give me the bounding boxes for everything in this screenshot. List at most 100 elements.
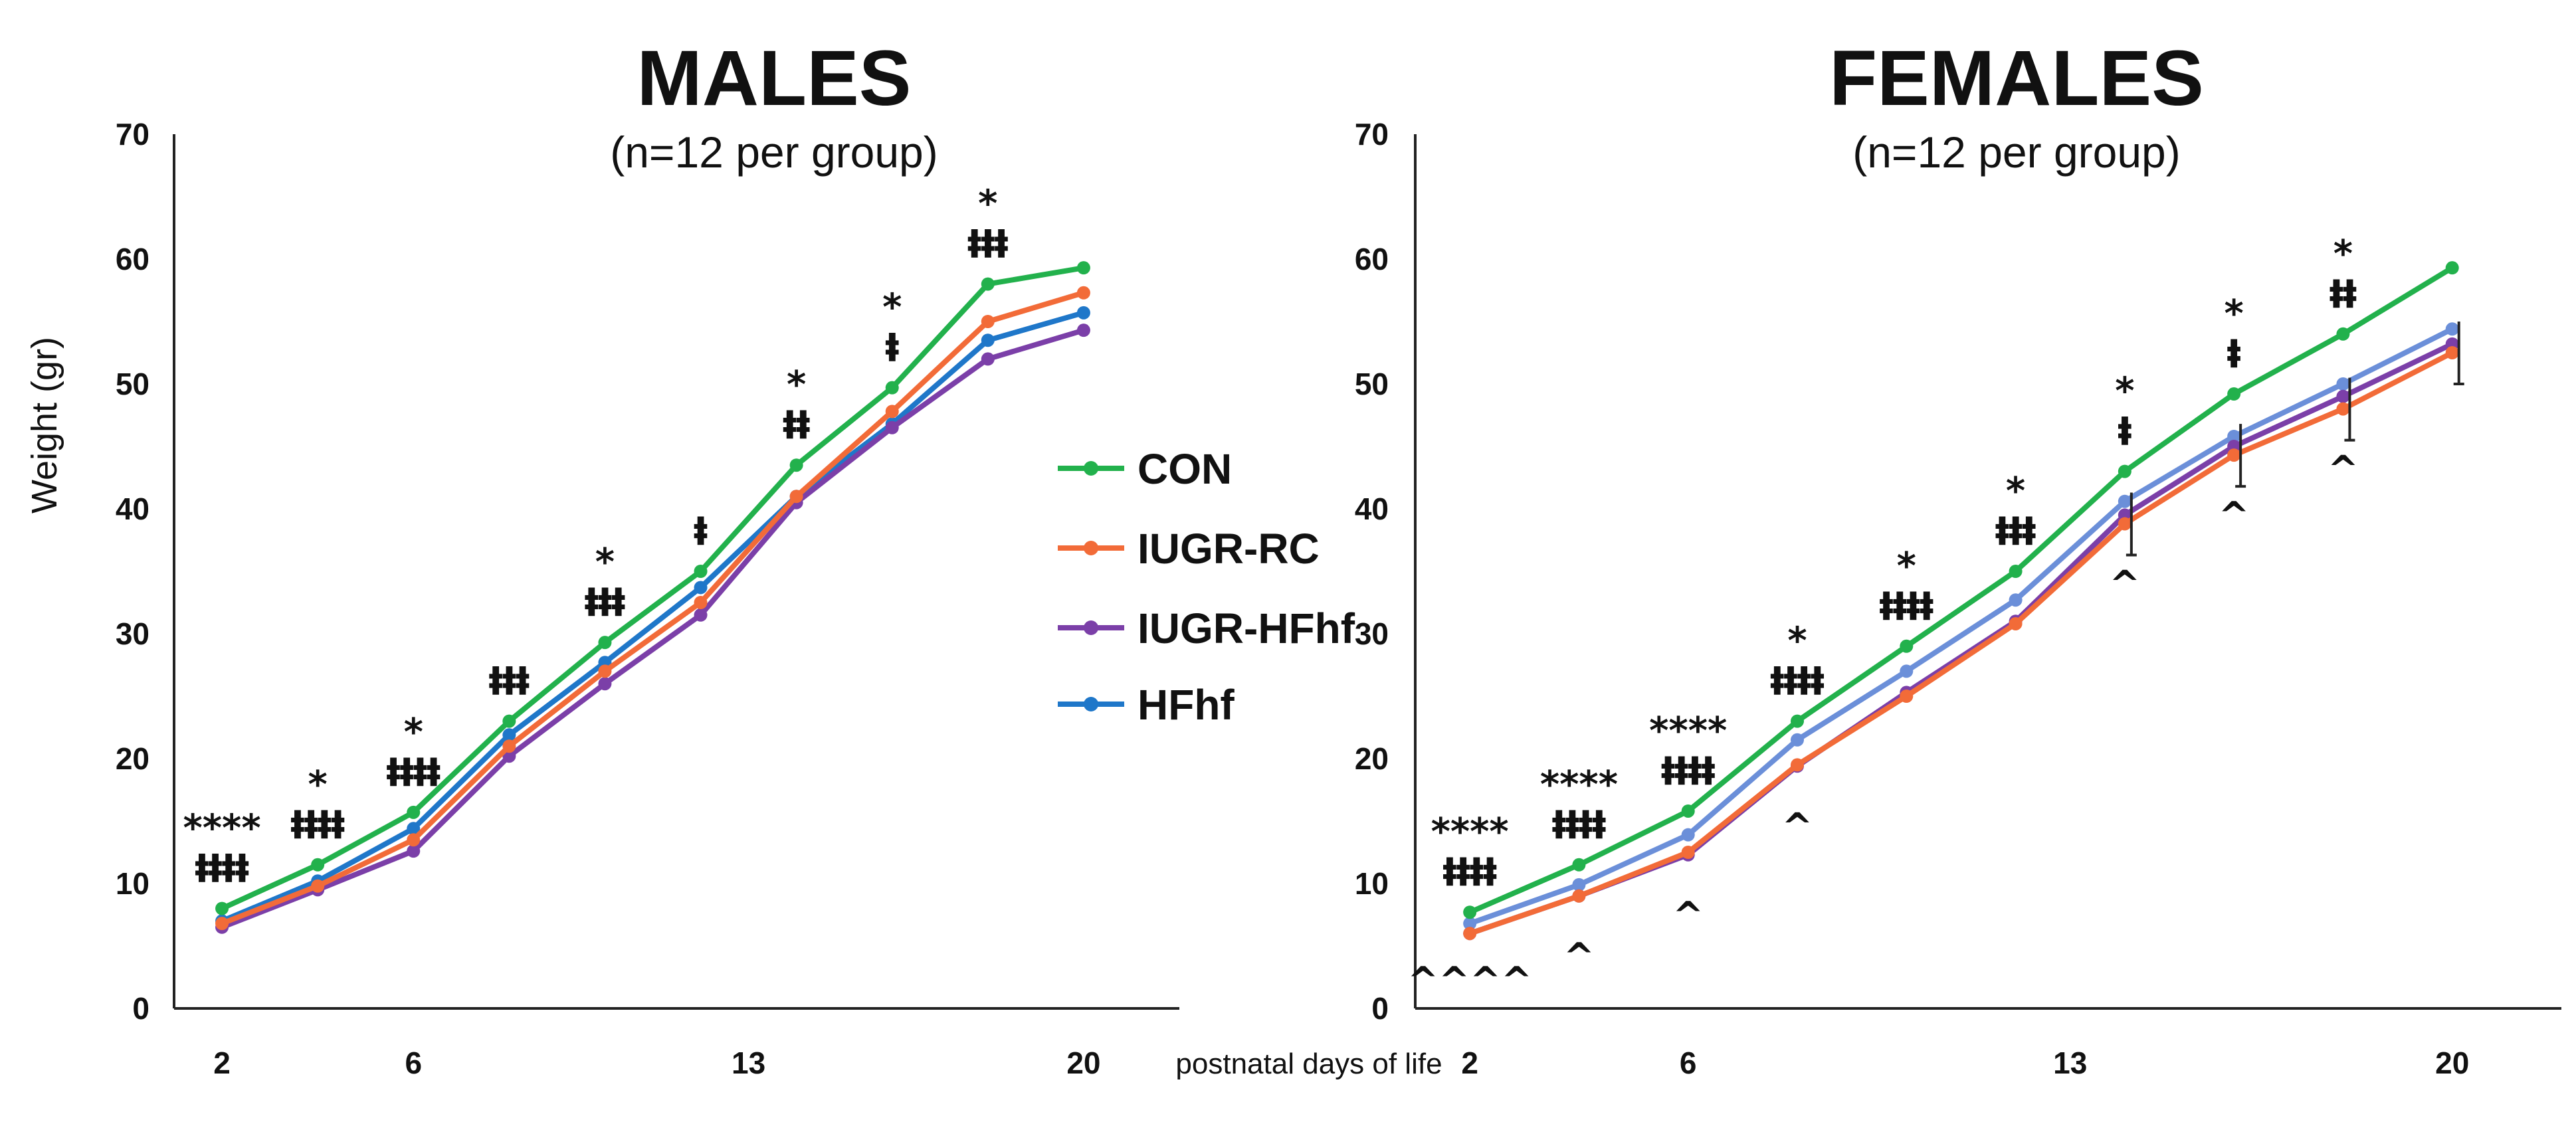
females-point-con <box>2118 464 2131 478</box>
females-point-iugr-rc <box>1791 758 1804 772</box>
females-significance-mark: ⱡⱡⱡⱡ <box>1771 661 1825 704</box>
females-point-iugr-rc <box>1463 927 1477 941</box>
males-significance-mark: ⱡ <box>694 511 707 554</box>
males-subtitle: (n=12 per group) <box>610 128 938 177</box>
males-point-con <box>215 901 229 915</box>
males-point-con <box>598 636 612 650</box>
females-point-hfhf <box>1900 664 1914 678</box>
males-point-hfhf <box>694 581 708 595</box>
males-point-con <box>1076 261 1090 275</box>
females-point-iugr-rc <box>1900 690 1914 703</box>
males-significance-mark: * <box>978 183 997 226</box>
females-point-iugr-rc <box>1681 846 1695 859</box>
legend-marker-iugr-hfhf <box>1084 620 1098 635</box>
females-y-tick-label: 10 <box>1355 866 1389 901</box>
females-point-hfhf <box>2445 322 2459 336</box>
females-significance-mark: ⱡⱡⱡⱡ <box>1552 804 1606 848</box>
females-caret-mark: ^^^^ <box>1407 959 1532 1002</box>
females-point-con <box>1572 858 1586 872</box>
males-significance-mark: * <box>404 711 423 754</box>
males-point-iugr-hfhf <box>407 844 421 858</box>
females-point-con <box>2336 327 2350 341</box>
females-significance-mark: **** <box>1431 810 1509 854</box>
legend-item-iugr-rc: IUGR-RC <box>1058 525 1320 573</box>
females-point-iugr-rc <box>2118 517 2131 531</box>
males-point-con <box>885 381 899 395</box>
females-caret-mark: ^ <box>2109 563 2140 607</box>
males-significance-mark: ⱡⱡⱡ <box>585 582 625 625</box>
males-significance-mark: * <box>308 763 327 806</box>
females-point-con <box>1791 714 1804 728</box>
females-significance-mark: ⱡⱡ <box>2329 274 2356 317</box>
females-point-hfhf <box>1463 917 1477 931</box>
females-caret-mark: ^ <box>2219 494 2250 537</box>
males-point-hfhf <box>981 333 995 347</box>
females-point-iugr-rc <box>2227 448 2241 462</box>
males-x-tick-label: 13 <box>732 1046 765 1080</box>
males-y-tick-label: 30 <box>116 616 149 651</box>
females-significance-mark: * <box>2115 370 2134 413</box>
males-point-iugr-hfhf <box>598 677 612 691</box>
females-point-hfhf <box>1681 828 1695 842</box>
males-point-iugr-rc <box>694 596 708 609</box>
females-point-con <box>1463 905 1477 919</box>
females-point-con <box>2227 387 2241 401</box>
females-caret-mark: ^ <box>1563 935 1595 979</box>
males-point-iugr-hfhf <box>885 421 899 434</box>
females-significance-mark: * <box>2333 233 2353 276</box>
legend-label-iugr-hfhf: IUGR-HFhf <box>1138 605 1355 652</box>
males-x-tick-label: 6 <box>405 1046 422 1080</box>
females-point-iugr-hfhf <box>2336 389 2350 403</box>
females-y-tick-label: 60 <box>1355 242 1389 276</box>
females-series-line-hfhf <box>1468 326 2454 926</box>
females-significance-mark: ⱡⱡⱡⱡ <box>1880 586 1933 629</box>
females-subtitle: (n=12 per group) <box>1852 128 2181 177</box>
females-point-hfhf <box>2227 429 2241 443</box>
females-significance-mark: ⱡ <box>2118 411 2131 454</box>
legend-label-hfhf: HFhf <box>1138 681 1235 729</box>
males-x-tick-label: 2 <box>213 1046 231 1080</box>
females-caret-mark: ^ <box>2328 448 2359 492</box>
males-y-tick-label: 70 <box>116 117 149 151</box>
males-point-iugr-rc <box>215 917 229 931</box>
females-point-hfhf <box>1572 878 1586 891</box>
females-point-iugr-rc <box>1572 889 1586 903</box>
females-y-tick-label: 50 <box>1355 367 1389 401</box>
males-series-line-iugr-hfhf <box>221 328 1085 930</box>
males-point-iugr-rc <box>407 833 421 847</box>
females-significance-mark: **** <box>1649 709 1727 753</box>
females-significance-mark: ⱡⱡⱡⱡ <box>1661 751 1715 794</box>
males-significance-mark: ⱡⱡⱡⱡ <box>195 848 249 891</box>
males-point-iugr-rc <box>502 739 516 753</box>
legend-marker-hfhf <box>1084 697 1098 711</box>
males-y-tick-label: 10 <box>116 866 149 901</box>
x-axis-label: postnatal days of life <box>1175 1048 1442 1080</box>
females-significance-mark: * <box>1897 545 1916 588</box>
legend-marker-iugr-rc <box>1084 541 1098 555</box>
females-significance-mark: ⱡⱡⱡ <box>1995 511 2036 554</box>
males-significance-mark: * <box>787 363 806 407</box>
males-significance-mark: ⱡⱡ <box>783 405 809 448</box>
males-significance-mark: ⱡⱡⱡ <box>968 224 1009 267</box>
legend: CON IUGR-RC IUGR-HFhf HFhf <box>1058 445 1355 729</box>
males-significance-mark: ⱡⱡⱡⱡ <box>387 752 441 795</box>
females-significance-mark: ⱡⱡⱡⱡ <box>1443 852 1497 895</box>
males-y-tick-label: 50 <box>116 367 149 401</box>
females-significance-mark: ⱡ <box>2227 333 2240 377</box>
females-x-tick-label: 6 <box>1680 1046 1697 1080</box>
males-series-line-iugr-rc <box>221 290 1085 926</box>
females-y-tick-label: 30 <box>1355 616 1389 651</box>
females-point-hfhf <box>2009 593 2023 607</box>
males-point-con <box>981 277 995 291</box>
males-x-tick-label: 20 <box>1066 1046 1100 1080</box>
males-point-iugr-rc <box>598 664 612 678</box>
males-significance-mark: ⱡⱡⱡⱡ <box>291 804 345 848</box>
y-axis-label: Weight (gr) <box>25 337 64 514</box>
females-point-hfhf <box>2336 377 2350 391</box>
females-significance-mark: * <box>1787 620 1807 663</box>
females-series-line-iugr-rc <box>1468 350 2454 936</box>
males-significance-mark: **** <box>183 807 260 850</box>
females-caret-mark: ^ <box>1672 894 1704 937</box>
